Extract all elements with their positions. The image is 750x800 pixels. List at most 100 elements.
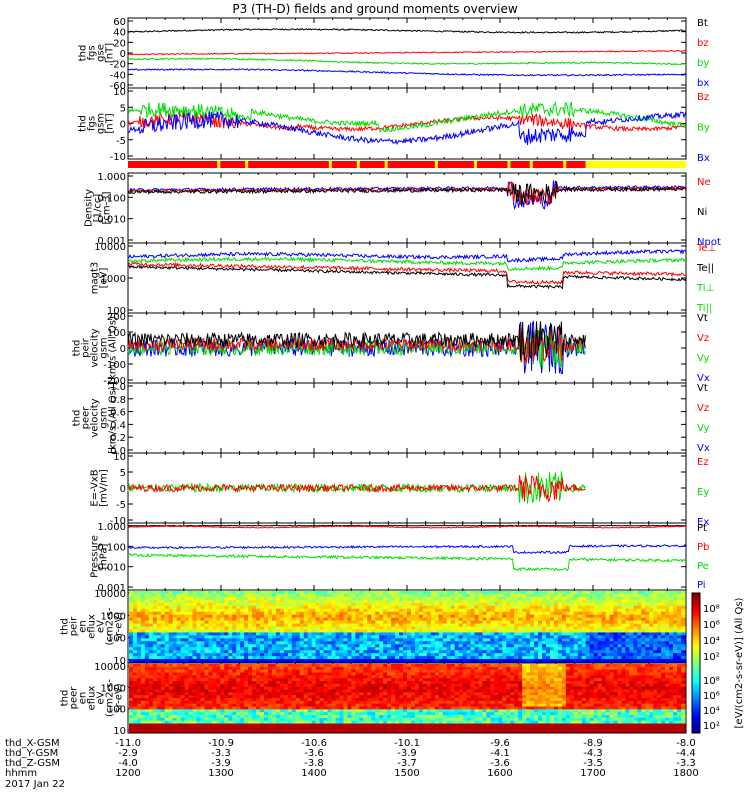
spectrogram-cell: [458, 632, 464, 636]
spectrogram-cell: [256, 632, 261, 636]
spectrogram-cell: [311, 659, 317, 663]
spectrogram-cell: [395, 620, 400, 625]
spectrogram-cell: [164, 717, 170, 722]
spectrogram-cell: [156, 703, 162, 708]
spectrogram-cell: [164, 706, 170, 710]
spectrogram-cell: [637, 656, 642, 660]
spectrogram-cell: [240, 692, 245, 696]
spectrogram-cell: [637, 614, 642, 619]
spectrogram-cell: [641, 620, 646, 625]
spectrogram-cell: [633, 650, 638, 654]
spectrogram-cell: [335, 608, 341, 613]
spectrogram-cell: [323, 653, 329, 657]
spectrogram-cell: [597, 632, 603, 636]
spectrogram-cell: [542, 617, 547, 622]
spectrogram-cell: [577, 591, 583, 595]
spectrogram-cell: [176, 599, 182, 604]
spectrogram-cell: [303, 638, 309, 642]
spectrogram-cell: [430, 653, 436, 657]
spectrogram-cell: [176, 723, 182, 727]
spectrogram-cell: [418, 599, 424, 604]
spectrogram-cell: [180, 723, 186, 727]
spectrogram-cell: [474, 617, 480, 622]
spectrogram-cell: [271, 638, 277, 642]
spectrogram-cell: [303, 653, 309, 657]
spectrogram-cell: [359, 644, 364, 648]
spectrogram-cell: [176, 608, 182, 613]
spectrogram-cell: [653, 629, 658, 634]
spectrogram-cell: [597, 647, 603, 651]
spectrogram-cell: [502, 644, 507, 648]
spectrogram-cell: [387, 617, 392, 622]
spectrogram-cell: [256, 617, 261, 622]
spectrogram-cell: [144, 611, 150, 616]
spectrogram-cell: [303, 629, 309, 634]
spectrogram-cell: [514, 614, 519, 619]
spectrogram-cell: [375, 602, 380, 607]
spectrogram-cell: [176, 689, 182, 693]
spectrogram-cell: [232, 653, 237, 657]
spectrogram-cell: [403, 632, 408, 636]
spectrogram-cell: [430, 623, 436, 628]
spectrogram-cell: [200, 629, 206, 634]
spectrogram-cell: [379, 653, 384, 657]
spectrogram-cell: [585, 602, 591, 607]
spectrogram-cell: [375, 635, 380, 639]
spectrogram-cell: [144, 698, 150, 702]
spectrogram-cell: [430, 596, 436, 601]
spectrogram-cell: [335, 620, 341, 625]
spectrogram-cell: [490, 647, 495, 651]
spectrogram-cell: [446, 611, 452, 616]
spectrogram-cell: [168, 720, 174, 725]
spectrogram-cell: [589, 605, 595, 610]
spectrogram-cell: [152, 641, 158, 645]
legend-entry: Vt: [697, 313, 708, 324]
spectrogram-cell: [136, 623, 142, 628]
spectrogram-cell: [164, 626, 170, 631]
spectrogram-cell: [208, 700, 213, 705]
spectrogram-cell: [160, 620, 166, 625]
legend-entry: Npot: [697, 237, 721, 248]
spectrogram-cell: [490, 623, 495, 628]
spectrogram-cell: [573, 623, 579, 628]
spectrogram-cell: [466, 599, 472, 604]
spectrogram-cell: [482, 608, 488, 613]
spectrogram-cell: [502, 659, 507, 663]
spectrogram-cell: [323, 650, 329, 654]
spectrogram-cell: [271, 611, 277, 616]
spectrogram-cell: [553, 653, 559, 657]
spectrogram-cell: [387, 656, 392, 660]
spectrogram-cell: [605, 659, 611, 663]
spectrogram-cell: [530, 644, 535, 648]
spectrogram-cell: [160, 629, 166, 634]
spectrogram-cell: [371, 659, 376, 663]
spectrogram-cell: [649, 617, 654, 622]
spectrogram-cell: [271, 641, 277, 645]
spectrogram-cell: [144, 617, 150, 622]
spectrogram-cell: [160, 605, 166, 610]
spectrogram-cell: [617, 638, 623, 642]
spectrogram-cell: [208, 709, 213, 713]
y-tick-label: 0.001: [97, 583, 126, 594]
spectrogram-cell: [156, 692, 162, 696]
spectrogram-cell: [220, 593, 225, 598]
spectrogram-cell: [129, 593, 134, 598]
spectrogram-cell: [160, 596, 166, 601]
spectrogram-cell: [248, 638, 253, 642]
spectrogram-cell: [216, 683, 221, 688]
spectrogram-cell: [315, 635, 321, 639]
spectrogram-cell: [482, 644, 488, 648]
spectrogram-cell: [144, 605, 150, 610]
spectrogram-cell: [156, 635, 162, 639]
spectrogram-cell: [665, 635, 670, 639]
spectrogram-cell: [641, 638, 646, 642]
spectrogram-cell: [232, 686, 237, 691]
spectrogram-cell: [204, 647, 210, 651]
spectrogram-cell: [649, 653, 654, 657]
spectrogram-cell: [164, 723, 170, 727]
spectrogram-cell: [502, 593, 507, 598]
spectrogram-cell: [224, 656, 229, 660]
spectrogram-cell: [307, 602, 313, 607]
spectrogram-cell: [268, 659, 273, 663]
spectrogram-cell: [192, 669, 198, 674]
